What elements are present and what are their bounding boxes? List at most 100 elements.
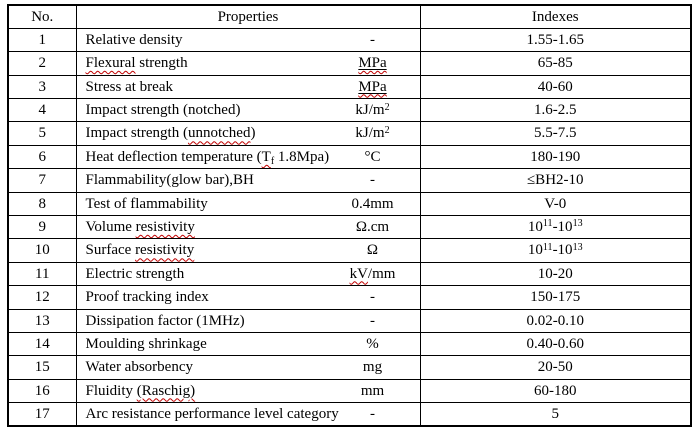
header-properties: Properties <box>75 4 421 29</box>
property-name: Impact strength (unnotched) <box>85 125 256 142</box>
table-row: 17 Arc resistance performance level categ… <box>7 402 692 427</box>
property-unit: °C <box>364 148 381 165</box>
index-value: 0.40-0.60 <box>419 331 692 357</box>
row-number: 8 <box>7 191 77 217</box>
property-unit: - <box>370 172 375 189</box>
property-unit: kJ/m2 <box>355 124 390 142</box>
property-name: Proof tracking index <box>85 289 209 306</box>
row-number: 3 <box>7 74 77 100</box>
table-row: 11 Electric strength kV/mm 10-20 <box>7 261 692 287</box>
index-value: 20-50 <box>419 355 692 380</box>
table-row: 10 Surface resistivity Ω 1011-1013 <box>7 238 692 263</box>
index-value: 65-85 <box>419 51 692 76</box>
property-cell: Dissipation factor (1MHz) - <box>75 308 421 333</box>
property-name: Dissipation factor (1MHz) <box>85 312 245 329</box>
table-row: 5 Impact strength (unnotched) kJ/m2 5.5-7.5 <box>7 121 692 146</box>
table-row: 7 Flammability(glow bar),BH - ≤BH2-10 <box>7 168 692 193</box>
table-row: 15 Water absorbency mg 20-50 <box>7 355 692 380</box>
property-unit: mg <box>362 359 383 376</box>
property-cell: Electric strength kV/mm <box>75 261 421 287</box>
property-unit: - <box>370 31 375 48</box>
property-cell: Test of flammability 0.4mm <box>75 191 421 217</box>
row-number: 10 <box>7 238 77 263</box>
table-row: 13 Dissipation factor (1MHz) - 0.02-0.10 <box>7 308 692 333</box>
row-number: 14 <box>7 331 77 357</box>
property-name: Heat deflection temperature (Tf 1.8Mpa) <box>85 148 330 167</box>
property-cell: Impact strength (notched) kJ/m2 <box>75 98 421 123</box>
property-name: Water absorbency <box>85 359 194 376</box>
property-cell: Water absorbency mg <box>75 355 421 380</box>
index-value: 1.6-2.5 <box>419 98 692 123</box>
row-number: 11 <box>7 261 77 287</box>
property-unit: kV/mm <box>349 265 396 282</box>
header-indexes: Indexes <box>419 4 692 29</box>
index-value: 60-180 <box>419 378 692 404</box>
property-cell: Fluidity (Raschig) mm <box>75 378 421 404</box>
row-number: 13 <box>7 308 77 333</box>
header-no: No. <box>7 4 77 29</box>
table-row: 9 Volume resistivity Ω.cm 1011-1013 <box>7 215 692 240</box>
property-name: Arc resistance performance level categor… <box>85 405 339 422</box>
row-number: 12 <box>7 285 77 310</box>
property-name: Surface resistivity <box>85 242 195 259</box>
property-name: Flexural strength <box>85 55 188 72</box>
table-row: 12 Proof tracking index - 150-175 <box>7 285 692 310</box>
table-row: 8 Test of flammability 0.4mm V-0 <box>7 191 692 217</box>
property-unit: % <box>366 335 379 352</box>
property-unit: Ω <box>366 242 379 259</box>
row-number: 9 <box>7 215 77 240</box>
table-row: 1 Relative density - 1.55-1.65 <box>7 27 692 53</box>
property-unit: Ω.cm <box>355 218 390 235</box>
index-value: 180-190 <box>419 144 692 170</box>
index-value: 1.55-1.65 <box>419 27 692 53</box>
row-number: 16 <box>7 378 77 404</box>
row-number: 5 <box>7 121 77 146</box>
property-name: Moulding shrinkage <box>85 335 207 352</box>
index-value: 5.5-7.5 <box>419 121 692 146</box>
property-name: Test of flammability <box>85 195 208 212</box>
property-unit: 0.4mm <box>351 195 394 212</box>
property-cell: Flammability(glow bar),BH - <box>75 168 421 193</box>
property-cell: Proof tracking index - <box>75 285 421 310</box>
property-cell: Relative density - <box>75 27 421 53</box>
table-body: 1 Relative density -1.55-1.65 2 Flexural str… <box>7 27 692 427</box>
index-value: 5 <box>419 402 692 427</box>
index-value: V-0 <box>419 191 692 217</box>
property-unit: MPa <box>358 55 387 72</box>
property-name: Flammability(glow bar),BH <box>85 172 254 189</box>
table-row: 3 Stress at break MPa 40-60 <box>7 74 692 100</box>
property-cell: Heat deflection temperature (Tf 1.8Mpa) °… <box>75 144 421 170</box>
property-name: Electric strength <box>85 265 185 282</box>
property-unit: - <box>370 289 375 306</box>
property-name: Volume resistivity <box>85 218 195 235</box>
row-number: 17 <box>7 402 77 427</box>
index-value: 10-20 <box>419 261 692 287</box>
property-unit: - <box>370 405 375 422</box>
property-unit: kJ/m2 <box>355 101 390 118</box>
property-cell: Stress at break MPa <box>75 74 421 100</box>
property-name: Stress at break <box>85 78 173 95</box>
table-row: 16 Fluidity (Raschig) mm 60-180 <box>7 378 692 404</box>
table-header-row: No. Properties Indexes <box>7 4 692 29</box>
property-cell: Impact strength (unnotched) kJ/m2 <box>75 121 421 146</box>
index-value: 40-60 <box>419 74 692 100</box>
index-value: 0.02-0.10 <box>419 308 692 333</box>
row-number: 7 <box>7 168 77 193</box>
row-number: 6 <box>7 144 77 170</box>
property-cell: Moulding shrinkage% <box>75 331 421 357</box>
property-name: Impact strength (notched) <box>85 102 241 118</box>
table-row: 14 Moulding shrinkage% 0.40-0.60 <box>7 331 692 357</box>
property-cell: Surface resistivity Ω <box>75 238 421 263</box>
row-number: 1 <box>7 27 77 53</box>
property-cell: Flexural strength MPa <box>75 51 421 76</box>
property-unit: MPa <box>358 78 387 95</box>
index-value: ≤BH2-10 <box>419 168 692 193</box>
property-cell: Volume resistivity Ω.cm <box>75 215 421 240</box>
properties-table: No. Properties Indexes 1 Relative density… <box>7 4 692 428</box>
index-value: 150-175 <box>419 285 692 310</box>
property-cell: Arc resistance performance level categor… <box>75 402 421 427</box>
table-row: 4 Impact strength (notched) kJ/m2 1.6-2.5 <box>7 98 692 123</box>
row-number: 15 <box>7 355 77 380</box>
row-number: 2 <box>7 51 77 76</box>
